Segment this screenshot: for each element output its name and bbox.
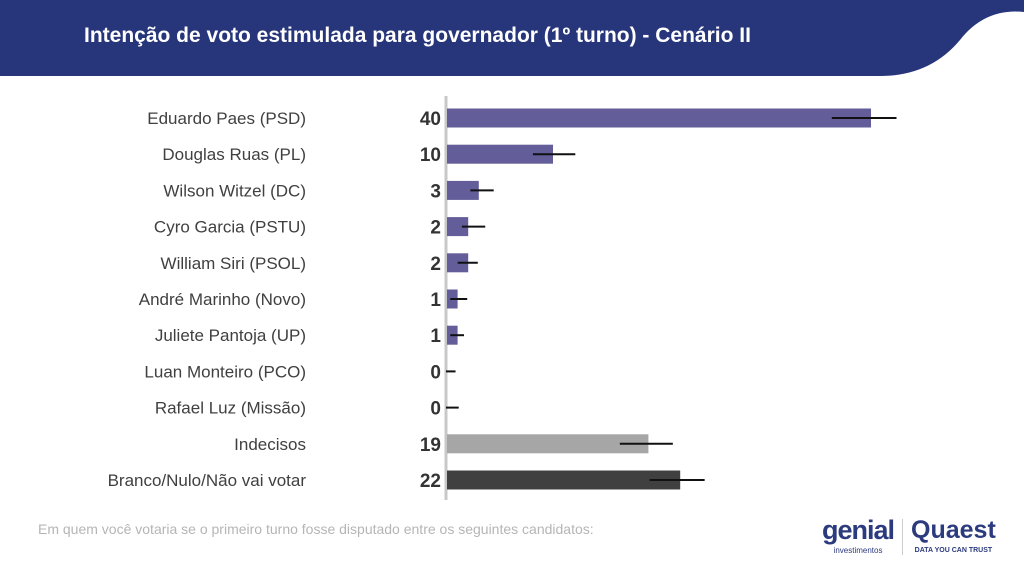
footnote: Em quem você votaria se o primeiro turno…	[38, 521, 594, 537]
value-label: 10	[420, 145, 441, 166]
category-label: Juliete Pantoja (UP)	[155, 326, 306, 345]
bar	[447, 434, 649, 454]
page-title: Intenção de voto estimulada para governa…	[84, 24, 751, 47]
logos: genial investimentos Quaest DATA YOU CAN…	[822, 516, 996, 560]
category-label: Douglas Ruas (PL)	[162, 145, 306, 164]
bar	[447, 470, 681, 490]
bar	[447, 217, 469, 237]
category-label: Eduardo Paes (PSD)	[147, 109, 306, 128]
value-label: 1	[430, 290, 441, 311]
value-label: 1	[430, 326, 441, 347]
category-label: André Marinho (Novo)	[139, 290, 306, 309]
quaest-logo-block: Quaest DATA YOU CAN TRUST	[911, 516, 996, 556]
bar	[447, 180, 479, 200]
value-label: 0	[430, 399, 441, 420]
value-label: 2	[430, 218, 441, 239]
value-label: 22	[420, 471, 441, 492]
header-banner	[0, 0, 1024, 76]
quaest-logo: Quaest	[911, 516, 996, 544]
category-label: Branco/Nulo/Não vai votar	[108, 471, 307, 490]
quaest-logo-sub: DATA YOU CAN TRUST	[914, 547, 993, 554]
value-label: 40	[420, 109, 441, 130]
category-label: Indecisos	[234, 435, 306, 454]
value-label: 2	[430, 254, 441, 275]
bar	[447, 253, 469, 273]
logo-divider	[902, 519, 904, 555]
bar	[447, 108, 871, 128]
value-label: 19	[420, 435, 441, 456]
category-label: Rafael Luz (Missão)	[155, 399, 306, 418]
value-label: 0	[430, 362, 441, 383]
category-label: William Siri (PSOL)	[161, 254, 306, 273]
genial-logo: genial	[822, 515, 895, 545]
category-label: Wilson Witzel (DC)	[163, 181, 306, 200]
genial-logo-block: genial investimentos	[822, 515, 895, 556]
category-label: Luan Monteiro (PCO)	[144, 362, 306, 381]
bar	[447, 144, 553, 164]
category-label: Cyro Garcia (PSTU)	[154, 218, 306, 237]
genial-logo-sub: investimentos	[833, 546, 883, 555]
value-label: 3	[430, 181, 441, 202]
